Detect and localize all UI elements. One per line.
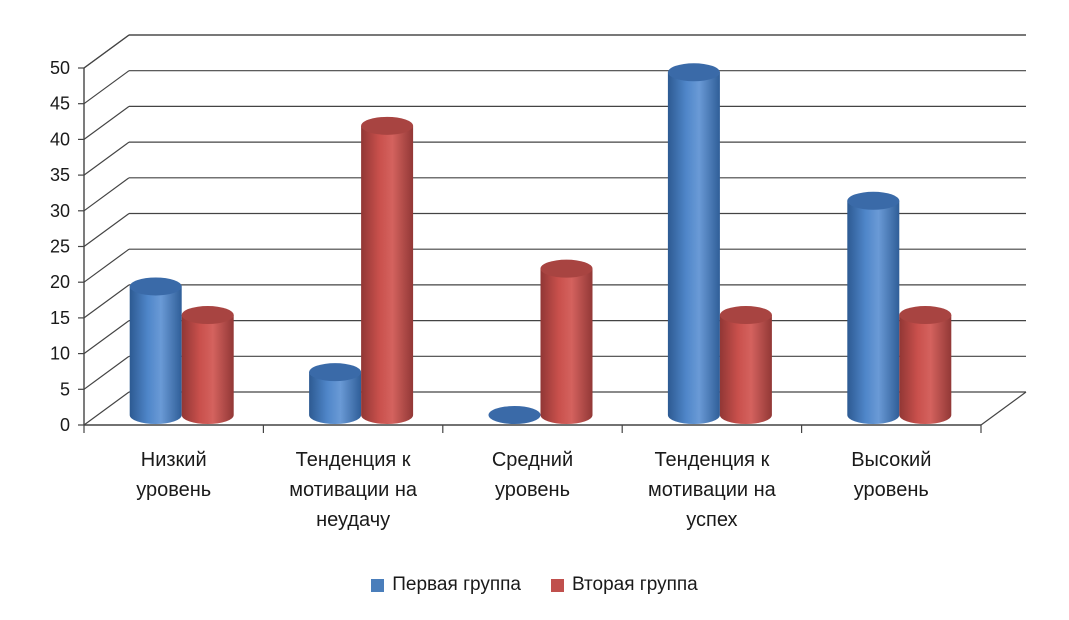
bar-0-3 — [667, 63, 720, 424]
bar-1-1 — [361, 116, 414, 424]
bar-1-4 — [899, 306, 952, 424]
bar-body-1-1 — [361, 125, 414, 424]
bar-top-1-3 — [719, 306, 772, 325]
x-tick-label-2: Средний уровень — [492, 449, 573, 501]
y-tick-label-10: 50 — [50, 58, 70, 78]
bar-body-0-0 — [129, 286, 182, 424]
bar-body-1-4 — [899, 315, 952, 424]
y-tick-label-7: 35 — [50, 165, 70, 185]
gridline-side-3 — [83, 284, 130, 319]
gridline-top-side — [83, 34, 130, 69]
bar-top-1-2 — [540, 259, 593, 278]
x-tick-label-line: Низкий — [141, 449, 207, 471]
x-tick-label-line: Тенденция к — [296, 449, 411, 471]
labels: 0 5 10 15 20 25 30 35 40 45 50 Низкий уровень Тенденц… — [50, 58, 931, 531]
bar-0-2 — [488, 406, 541, 424]
x-tick-label-4: Высокий уровень — [851, 449, 931, 501]
gridline-side-7 — [83, 141, 130, 176]
y-tick-label-9: 45 — [50, 94, 70, 114]
y-tick-label-6: 30 — [50, 201, 70, 221]
bar-body-1-0 — [181, 315, 234, 424]
x-tick-label-line: неудачу — [316, 509, 390, 531]
x-tick-label-3: Тенденция к мотивации на успех — [648, 449, 777, 531]
x-tick-label-line: мотивации на — [289, 479, 418, 501]
bar-1-3 — [719, 306, 772, 424]
bar-top-1-1 — [361, 116, 414, 135]
y-tick-label-4: 20 — [50, 272, 70, 292]
gridline-side-0 — [83, 391, 130, 426]
y-tick-label-0: 0 — [60, 415, 70, 435]
bar-body-1-3 — [719, 315, 772, 424]
bar-0-1 — [309, 363, 362, 424]
x-tick-label-line: уровень — [495, 479, 570, 501]
x-tick-label-0: Низкий уровень — [136, 449, 211, 501]
bar-body-0-1 — [309, 372, 362, 424]
bar-top-0-4 — [847, 191, 900, 210]
y-tick-label-2: 10 — [50, 344, 70, 364]
bar-top-0-1 — [309, 363, 362, 382]
bar-top-0-0 — [129, 277, 182, 296]
y-tick-label-8: 40 — [50, 129, 70, 149]
x-tick-label-line: успех — [686, 509, 737, 531]
legend-item-series-1: Первая группа — [371, 574, 521, 596]
legend: Первая группа Вторая группа — [0, 574, 1069, 596]
legend-item-series-2: Вторая группа — [551, 574, 698, 596]
bar-top-1-4 — [899, 306, 952, 325]
x-tick-label-line: Тенденция к — [654, 449, 769, 471]
y-tick-label-5: 25 — [50, 237, 70, 257]
y-tick-label-3: 15 — [50, 308, 70, 328]
legend-label-series-2: Вторая группа — [572, 574, 698, 595]
gridline-side-6 — [83, 177, 130, 212]
gridline-side-2 — [83, 320, 130, 355]
x-tick-label-line: мотивации на — [648, 479, 777, 501]
gridline-side-4 — [83, 248, 130, 283]
x-tick-label-1: Тенденция к мотивации на неудачу — [289, 449, 418, 531]
bar-1-0 — [181, 306, 234, 424]
x-tick-label-line: уровень — [854, 479, 929, 501]
x-tick-label-line: Высокий — [851, 449, 931, 471]
bar-1-2 — [540, 259, 593, 424]
gridline-side-5 — [83, 213, 130, 247]
bar-top-1-0 — [181, 306, 234, 325]
legend-swatch-series-1 — [371, 578, 385, 592]
bar-body-0-3 — [667, 72, 720, 424]
bar-body-0-4 — [847, 200, 900, 424]
axes — [78, 67, 982, 433]
bar-0-0 — [129, 277, 182, 424]
bar-top-0-2 — [488, 406, 541, 424]
floor-right-edge — [980, 391, 1027, 426]
gridline-side-8 — [83, 105, 130, 140]
legend-swatch-series-2 — [551, 578, 564, 592]
bar-0-4 — [847, 191, 900, 424]
x-tick-label-line: уровень — [136, 479, 211, 501]
bar-top-0-3 — [667, 63, 720, 82]
legend-label-series-1: Первая группа — [392, 574, 521, 595]
bar-body-1-2 — [540, 268, 593, 424]
gridline-side-1 — [83, 355, 130, 390]
gridline-side-9 — [83, 70, 130, 105]
y-tick-label-1: 5 — [60, 379, 70, 399]
x-tick-label-line: Средний — [492, 449, 573, 471]
bars — [129, 63, 952, 424]
